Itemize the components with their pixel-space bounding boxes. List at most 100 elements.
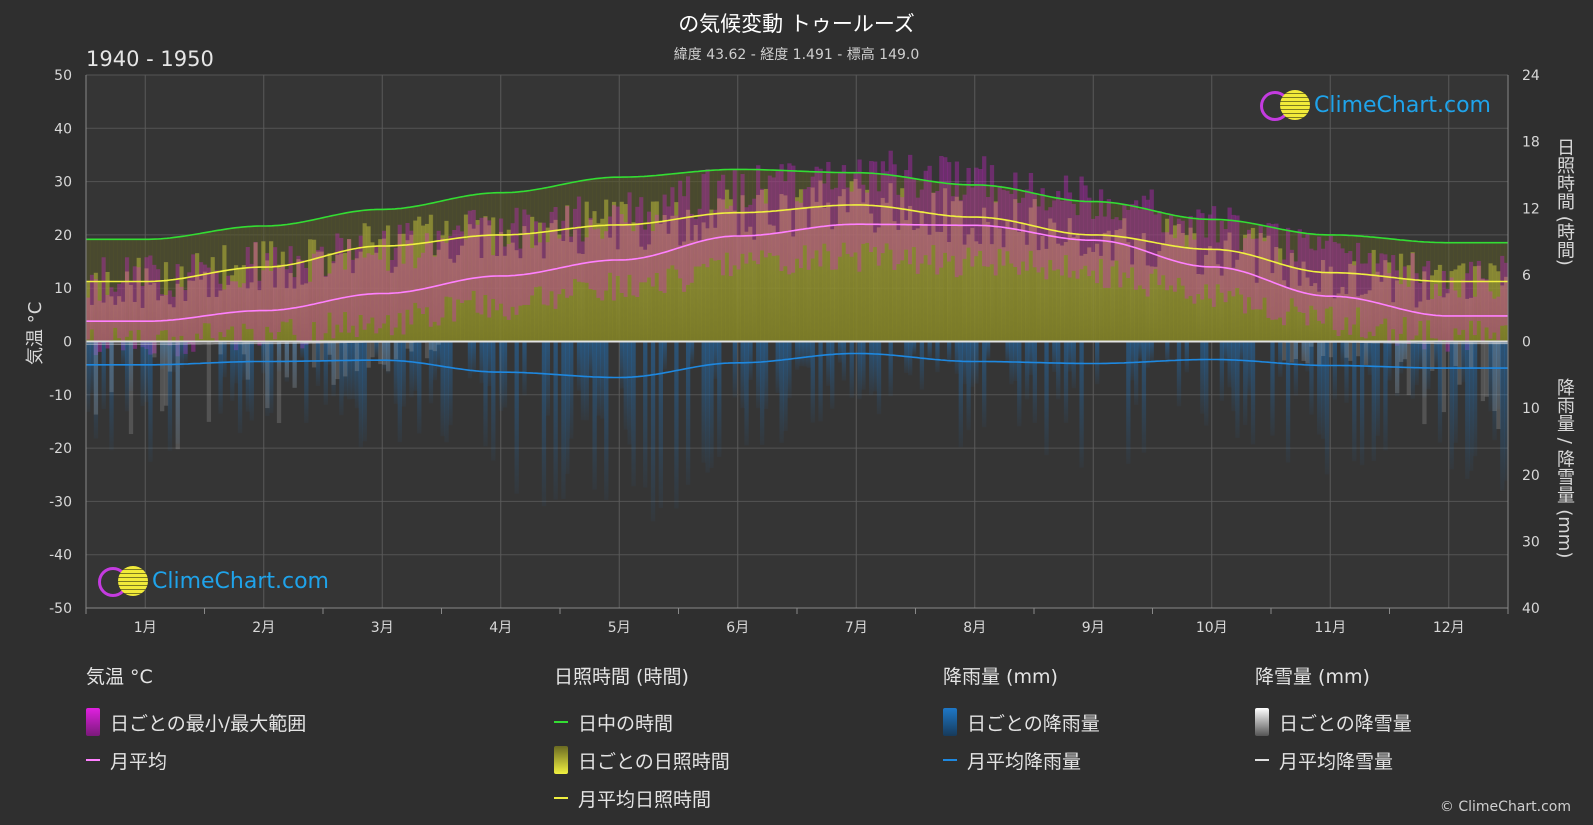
sunshine-stripe bbox=[448, 258, 453, 342]
temp-range-stripe bbox=[705, 169, 710, 268]
sunshine-stripe bbox=[347, 239, 352, 342]
rain-stripe bbox=[1332, 341, 1337, 400]
temp-range-stripe bbox=[487, 220, 492, 318]
rain-stripe bbox=[1017, 341, 1022, 427]
legend-item: 日ごとの最小/最大範囲 bbox=[86, 703, 306, 741]
sunshine-stripe bbox=[1161, 243, 1166, 342]
temp-range-stripe bbox=[1017, 202, 1022, 275]
rain-stripe bbox=[658, 341, 663, 508]
rain-stripe bbox=[261, 341, 266, 374]
temp-range-stripe bbox=[1083, 185, 1088, 266]
logo-bottom[interactable]: ClimeChart.com bbox=[96, 564, 329, 598]
sunshine-stripe bbox=[1398, 253, 1404, 342]
temp-range-stripe bbox=[467, 210, 473, 301]
rain-stripe bbox=[580, 341, 586, 421]
temp-range-stripe bbox=[946, 162, 952, 262]
temp-range-stripe bbox=[1289, 249, 1295, 299]
sunshine-stripe bbox=[206, 297, 212, 342]
snow-stripe bbox=[1469, 341, 1474, 369]
legend-label: 日ごとの最小/最大範囲 bbox=[110, 712, 307, 735]
snow-stripe bbox=[370, 341, 375, 358]
temp-range-stripe bbox=[658, 221, 663, 292]
temp-range-stripe bbox=[1227, 207, 1232, 292]
y-tick-label-left: 40 bbox=[54, 121, 72, 137]
sunshine-stripe bbox=[1246, 233, 1252, 342]
x-tick-label: 4月 bbox=[489, 620, 512, 636]
temp-range-stripe bbox=[1282, 259, 1287, 326]
sunshine-stripe bbox=[759, 189, 765, 342]
temp-range-stripe bbox=[413, 268, 418, 303]
snow-stripe bbox=[405, 341, 410, 349]
logo-top[interactable]: ClimeChart.com bbox=[1258, 88, 1491, 122]
sunshine-stripe bbox=[1289, 252, 1295, 342]
sunshine-stripe bbox=[1309, 286, 1314, 342]
sunshine-stripe bbox=[471, 228, 476, 342]
snow-stripe bbox=[1484, 341, 1489, 397]
temp-range-stripe bbox=[759, 188, 765, 251]
rain-stripe bbox=[1063, 341, 1069, 423]
sunshine-stripe bbox=[900, 188, 905, 342]
rain-stripe bbox=[1293, 341, 1299, 396]
temp-range-stripe bbox=[109, 287, 114, 340]
sunshine-stripe bbox=[1348, 263, 1353, 342]
sunshine-stripe bbox=[541, 258, 547, 342]
rain-stripe bbox=[1024, 341, 1030, 400]
temp-range-stripe bbox=[732, 169, 738, 266]
rain-stripe bbox=[1472, 341, 1478, 457]
sunshine-stripe bbox=[331, 263, 336, 342]
temp-range-stripe bbox=[869, 161, 874, 253]
temp-range-stripe bbox=[1336, 243, 1341, 337]
rain-stripe bbox=[393, 341, 399, 404]
temp-range-stripe bbox=[970, 187, 975, 267]
temp-range-stripe bbox=[1122, 203, 1127, 273]
sunshine-stripe bbox=[1098, 255, 1104, 342]
daylight-stripe bbox=[1441, 242, 1447, 342]
rain-stripe bbox=[662, 341, 667, 370]
rain-stripe bbox=[471, 341, 476, 374]
sunshine-stripe bbox=[308, 239, 313, 342]
sunshine-stripe bbox=[249, 282, 254, 342]
sunshine-stripe bbox=[728, 199, 734, 342]
sunshine-stripe bbox=[658, 223, 663, 342]
sunshine-stripe bbox=[662, 215, 667, 342]
sunshine-stripe bbox=[650, 201, 656, 342]
sunshine-stripe bbox=[639, 246, 644, 342]
temp-range-stripe bbox=[460, 231, 465, 304]
daylight-stripe bbox=[132, 239, 138, 342]
sunshine-stripe bbox=[350, 273, 356, 342]
temp-range-stripe bbox=[537, 242, 543, 287]
temp-range-stripe bbox=[152, 264, 157, 354]
sunshine-stripe bbox=[1472, 266, 1478, 342]
x-tick-label: 9月 bbox=[1082, 620, 1105, 636]
rain-stripe bbox=[876, 341, 882, 415]
temp-range-stripe bbox=[1262, 241, 1267, 298]
sunshine-stripe bbox=[611, 201, 617, 342]
temp-range-stripe bbox=[1208, 214, 1213, 299]
sunshine-stripe bbox=[678, 245, 683, 342]
rain-stripe bbox=[385, 341, 391, 374]
x-tick-label: 3月 bbox=[371, 620, 394, 636]
temp-range-stripe bbox=[1418, 282, 1423, 321]
rain-stripe bbox=[265, 341, 270, 416]
temp-range-stripe bbox=[666, 206, 671, 269]
rain-stripe bbox=[775, 341, 780, 394]
temp-range-stripe bbox=[954, 161, 960, 278]
period-label: 1940 - 1950 bbox=[86, 47, 214, 71]
rain-stripe bbox=[1243, 341, 1248, 426]
rain-stripe bbox=[479, 341, 484, 384]
temp-range-stripe bbox=[1137, 209, 1143, 286]
temp-range-stripe bbox=[767, 175, 773, 253]
temp-range-stripe bbox=[428, 242, 434, 327]
sunshine-stripe bbox=[689, 240, 695, 342]
sunshine-stripe bbox=[109, 296, 114, 342]
snow-stripe bbox=[218, 341, 223, 355]
rain-stripe bbox=[627, 341, 632, 445]
sunshine-stripe bbox=[358, 251, 364, 342]
sunshine-stripe bbox=[685, 209, 691, 342]
temp-range-stripe bbox=[498, 218, 504, 304]
temp-range-stripe bbox=[810, 176, 815, 259]
daylight-stripe bbox=[1356, 235, 1361, 342]
temp-range-stripe bbox=[600, 238, 605, 301]
rain-stripe bbox=[592, 341, 597, 490]
temp-range-stripe bbox=[405, 222, 410, 310]
